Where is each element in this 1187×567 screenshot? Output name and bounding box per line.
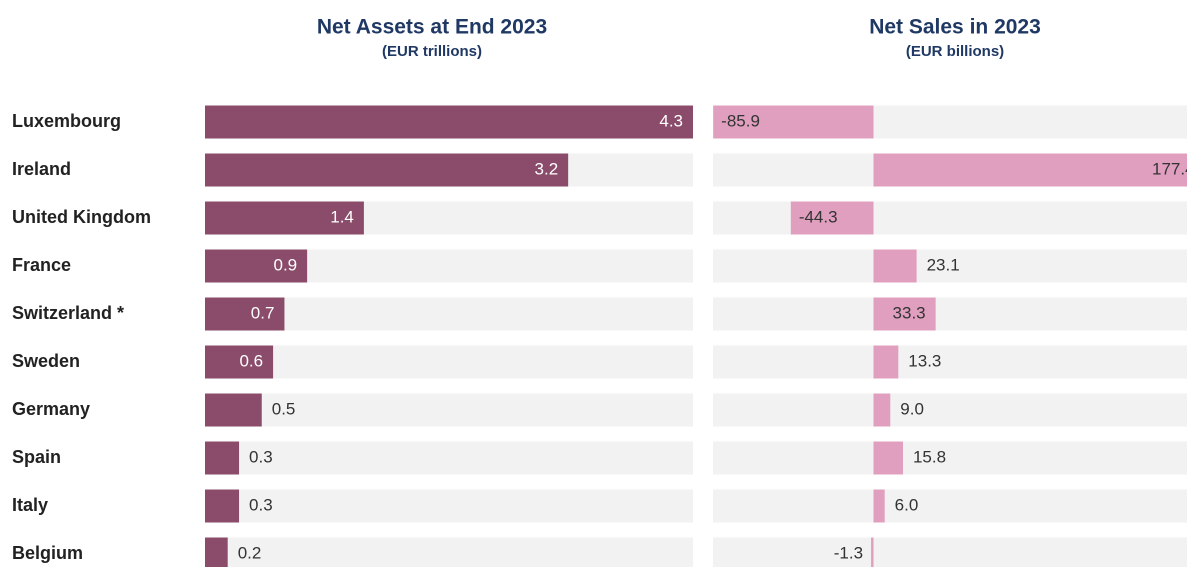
track <box>205 393 693 427</box>
value-label: -85.9 <box>721 111 760 130</box>
bar <box>873 489 885 523</box>
track <box>713 201 1187 235</box>
track <box>713 537 1187 567</box>
track <box>205 537 693 567</box>
category-label: Spain <box>12 447 61 467</box>
bar <box>873 153 1187 187</box>
bar <box>205 297 285 331</box>
value-label: -1.3 <box>834 543 863 562</box>
bar <box>205 489 240 523</box>
track <box>205 297 693 331</box>
bar <box>205 153 569 187</box>
category-label: Ireland <box>12 159 71 179</box>
chart-subtitle: (EUR billions) <box>906 43 1004 60</box>
category-label: Italy <box>12 495 48 515</box>
chart-subtitle: (EUR trillions) <box>382 43 482 60</box>
value-label: 4.3 <box>659 111 683 130</box>
bar <box>205 537 228 567</box>
value-label: 0.6 <box>239 351 263 370</box>
category-label: Sweden <box>12 351 80 371</box>
value-label: 0.3 <box>249 447 273 466</box>
category-label: Luxembourg <box>12 111 121 131</box>
value-label: 6.0 <box>895 495 919 514</box>
track <box>205 345 693 379</box>
track <box>713 297 1187 331</box>
bar <box>873 297 936 331</box>
value-label: 33.3 <box>893 303 926 322</box>
category-label: France <box>12 255 71 275</box>
category-label: Germany <box>12 399 90 419</box>
value-label: 9.0 <box>900 399 924 418</box>
category-label: Switzerland * <box>12 303 124 323</box>
value-label: 13.3 <box>908 351 941 370</box>
track <box>205 489 693 523</box>
bar <box>205 105 693 139</box>
value-label: 0.5 <box>272 399 296 418</box>
bar <box>205 441 240 475</box>
value-label: 3.2 <box>535 159 559 178</box>
bar <box>871 537 874 567</box>
bar <box>873 393 891 427</box>
value-label: 0.9 <box>273 255 297 274</box>
value-label: 0.7 <box>251 303 275 322</box>
chart-title: Net Assets at End 2023 <box>317 16 547 39</box>
category-label: Belgium <box>12 543 83 563</box>
value-label: 23.1 <box>927 255 960 274</box>
value-label: 0.2 <box>238 543 262 562</box>
category-label: United Kingdom <box>12 207 151 227</box>
bar <box>873 345 899 379</box>
value-label: 15.8 <box>913 447 946 466</box>
value-label: -44.3 <box>799 207 838 226</box>
chart-title: Net Sales in 2023 <box>869 16 1041 39</box>
track <box>713 441 1187 475</box>
track <box>205 441 693 475</box>
bar <box>205 345 274 379</box>
bar <box>205 249 308 283</box>
value-label: 1.4 <box>330 207 354 226</box>
value-label: 0.3 <box>249 495 273 514</box>
track <box>713 489 1187 523</box>
bar <box>205 201 364 235</box>
bar <box>790 201 874 235</box>
track <box>713 345 1187 379</box>
bar <box>713 105 874 139</box>
bar <box>205 393 262 427</box>
bar <box>873 441 903 475</box>
value-label: 177.4 <box>1152 159 1187 178</box>
bar <box>873 249 917 283</box>
plot-area: Luxembourg Ireland United Kingdom France Swi… <box>12 16 1187 567</box>
track <box>713 249 1187 283</box>
track <box>713 393 1187 427</box>
